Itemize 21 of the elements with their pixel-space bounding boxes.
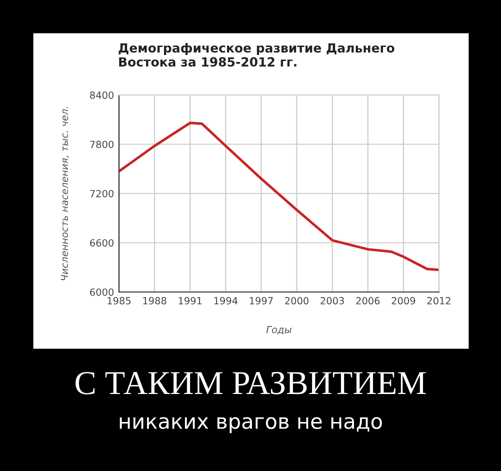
x-tick-label: 1991 — [178, 297, 202, 304]
line-series — [119, 122, 439, 272]
x-tick-label: 1985 — [108, 297, 131, 304]
text: никаких врагов не надо — [120, 417, 382, 434]
x-tick-label: 2000 — [285, 297, 309, 304]
chart-title: Демографическое развитие Дальнего Востока за 1985-2012 гг. — [118, 42, 394, 67]
x-tick-label: 2006 — [356, 297, 380, 304]
y-axis-title: Численность населения, тыс. чел. — [60, 107, 70, 280]
x-tick-label: 1994 — [214, 297, 238, 304]
x-tick-label: 2003 — [320, 297, 344, 304]
y-tick-label: 6600 — [90, 239, 114, 247]
y-tick-label: 8400 — [90, 91, 114, 99]
y-tick-label: 7800 — [90, 140, 114, 148]
x-tick-label: 2009 — [392, 297, 416, 304]
x-tick-label: 2012 — [427, 297, 450, 304]
x-axis-title: Годы — [266, 326, 292, 334]
y-tick-label: 6000 — [90, 288, 114, 296]
x-tick-label: 1997 — [250, 297, 273, 304]
y-tick-label: 7200 — [90, 190, 114, 198]
x-tick-label: 1988 — [143, 297, 166, 304]
text: С ТАКИМ РАЗВИТИЕМ — [76, 372, 426, 394]
